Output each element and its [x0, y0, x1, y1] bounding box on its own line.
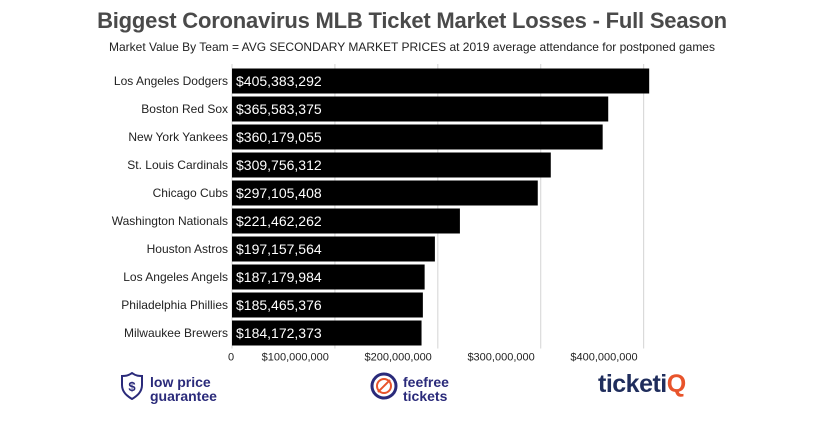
bar	[232, 320, 422, 346]
ticketiq-logo: ticketiQ	[598, 370, 686, 399]
category-label: Los Angeles Angels	[123, 270, 228, 284]
bar	[232, 96, 609, 122]
feefree-line2: tickets	[403, 387, 448, 404]
bars: $405,383,292 $365,583,375 $360,179,055 $309…	[232, 68, 650, 346]
bar-value-label: $405,383,292	[236, 73, 322, 89]
chart-subtitle: Market Value By Team = AVG SECONDARY MAR…	[109, 40, 715, 54]
bar	[232, 292, 423, 318]
category-labels: Los Angeles Dodgers Boston Red Sox New Yor…	[112, 74, 228, 340]
bar-value-label: $365,583,375	[236, 101, 322, 117]
bar-value-label: $185,465,376	[236, 297, 322, 313]
x-axis-ticks: 0 $100,000,000 $200,000,000 $300,000,000 $40…	[228, 352, 638, 364]
chart-title: Biggest Coronavirus MLB Ticket Market Lo…	[97, 8, 727, 33]
x-tick-label: $400,000,000	[570, 352, 637, 364]
bar-value-label: $184,172,373	[236, 325, 322, 341]
category-label: Philadelphia Phillies	[121, 298, 228, 312]
bar	[232, 152, 551, 178]
category-label: Milwaukee Brewers	[124, 326, 228, 340]
low-price-line2: guarantee	[150, 387, 217, 404]
bar	[232, 236, 435, 262]
bar-value-label: $297,105,408	[236, 185, 322, 201]
ticketiq-wordmark: ticketi	[598, 370, 667, 398]
bar	[232, 180, 538, 206]
bar-value-label: $187,179,984	[236, 269, 322, 285]
bar-value-label: $309,756,312	[236, 157, 322, 173]
bar-value-label: $221,462,262	[236, 213, 322, 229]
low-price-line1: low price	[150, 373, 211, 390]
category-label: Washington Nationals	[112, 214, 228, 228]
category-label: New York Yankees	[128, 130, 228, 144]
x-tick-label: $300,000,000	[467, 352, 534, 364]
low-price-guarantee-logo: $ low price guarantee	[120, 371, 217, 405]
bar	[232, 264, 425, 290]
bar-value-label: $197,157,564	[236, 241, 322, 257]
bar-value-label: $360,179,055	[236, 129, 322, 145]
ticketiq-q-mark: Q	[666, 370, 686, 398]
category-label: Boston Red Sox	[141, 102, 228, 116]
x-tick-label: $100,000,000	[262, 352, 329, 364]
dollar-shield-icon: $	[120, 371, 144, 405]
bar	[232, 68, 650, 94]
category-label: St. Louis Cardinals	[127, 158, 228, 172]
category-label: Los Angeles Dodgers	[114, 74, 228, 88]
category-label: Houston Astros	[147, 242, 228, 256]
x-tick-label: 0	[228, 352, 234, 364]
bar	[232, 124, 603, 150]
x-tick-label: $200,000,000	[365, 352, 432, 364]
feefree-line1: feefree	[403, 373, 449, 390]
no-fees-badge-icon	[370, 372, 398, 405]
bar-chart: $405,383,292 $365,583,375 $360,179,055 $309…	[112, 64, 650, 364]
category-label: Chicago Cubs	[153, 186, 228, 200]
feefree-tickets-logo: feefree tickets	[370, 372, 449, 405]
svg-text:$: $	[128, 379, 136, 394]
bar	[232, 208, 460, 234]
